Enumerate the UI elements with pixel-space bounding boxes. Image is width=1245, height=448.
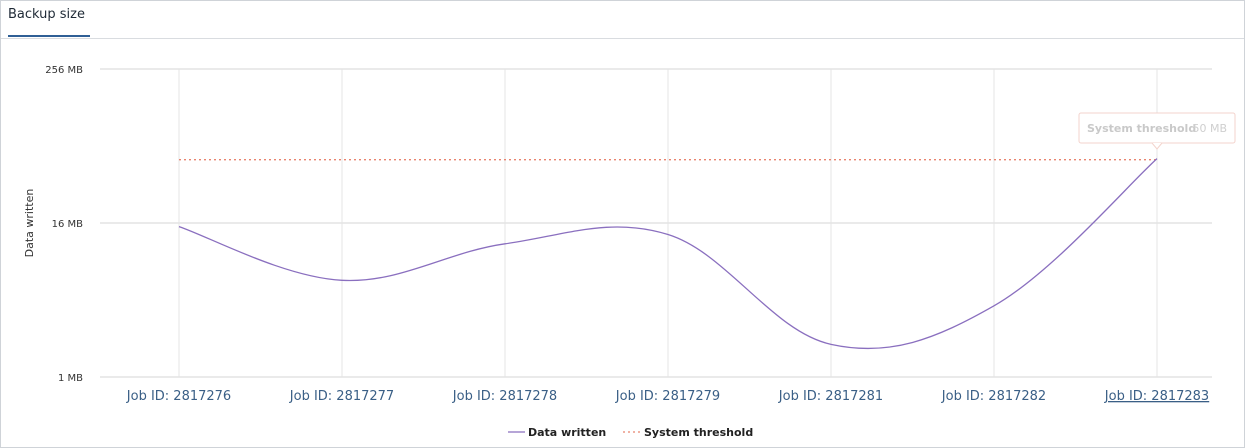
x-tick-label[interactable]: Job ID: 2817283: [1104, 389, 1209, 404]
x-tick-label[interactable]: Job ID: 2817276: [126, 389, 231, 404]
y-tick-label: 16 MB: [52, 219, 84, 230]
active-tab-indicator: [8, 35, 90, 37]
tab-backup-size[interactable]: Backup size: [8, 7, 85, 22]
tooltip-value: 50 MB: [1192, 122, 1227, 135]
tooltip-label: System threshold: [1087, 122, 1196, 135]
data-point[interactable]: [992, 304, 996, 308]
x-tick-label[interactable]: Job ID: 2817282: [941, 389, 1046, 404]
legend-label-data-written[interactable]: Data written: [528, 426, 606, 439]
series-line-data-written: [178, 158, 1158, 350]
data-point[interactable]: [177, 225, 181, 229]
y-axis-title: Data written: [23, 189, 36, 258]
y-tick-label: 1 MB: [58, 373, 83, 384]
y-tick-label: 256 MB: [45, 65, 83, 76]
legend-label-system-threshold[interactable]: System threshold: [644, 426, 753, 439]
backup-size-chart: 1 MB 16 MB 256 MB Job ID: 2817276 Job ID: 28…: [23, 65, 1236, 439]
data-point[interactable]: [503, 242, 507, 246]
data-point[interactable]: [1155, 157, 1159, 161]
x-tick-label[interactable]: Job ID: 2817279: [615, 389, 720, 404]
tooltip-pointer: [1151, 142, 1163, 150]
tab-bar: Backup size: [1, 1, 1244, 39]
data-point[interactable]: [829, 342, 833, 346]
data-point[interactable]: [340, 278, 344, 282]
x-tick-label[interactable]: Job ID: 2817278: [452, 389, 557, 404]
data-point[interactable]: [666, 233, 670, 237]
chart-area: 1 MB 16 MB 256 MB Job ID: 2817276 Job ID: 28…: [8, 47, 1244, 446]
x-tick-label[interactable]: Job ID: 2817277: [289, 389, 394, 404]
x-tick-label[interactable]: Job ID: 2817281: [778, 389, 883, 404]
